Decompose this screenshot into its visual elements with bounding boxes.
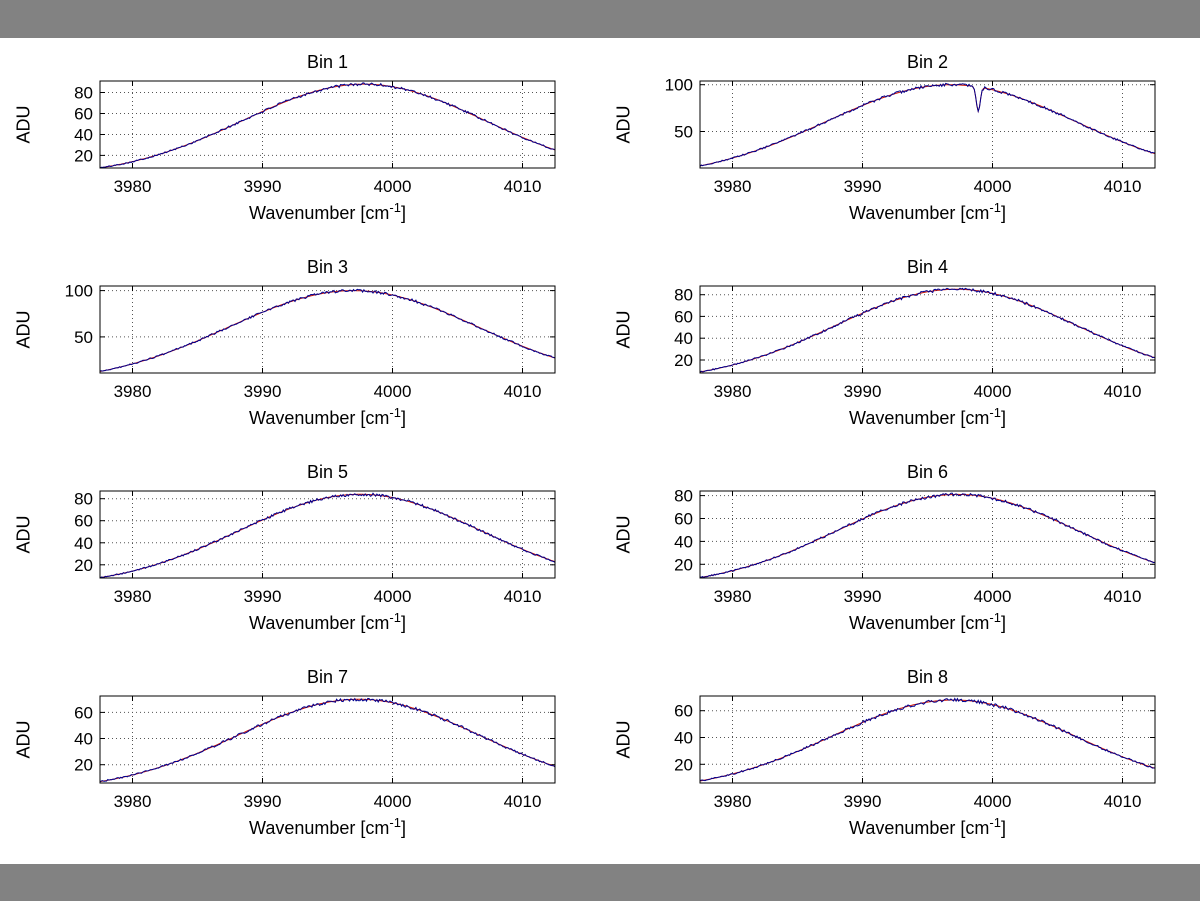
svg-text:3980: 3980 <box>114 792 152 811</box>
svg-text:20: 20 <box>74 146 93 165</box>
svg-text:50: 50 <box>674 123 693 142</box>
svg-text:3990: 3990 <box>244 792 282 811</box>
svg-text:60: 60 <box>674 510 693 529</box>
svg-text:50: 50 <box>74 328 93 347</box>
subplot-bin-1: Bin 1 ADU 3980 3990 4000 4010 20 40 60 80 Waven… <box>0 44 600 249</box>
svg-text:60: 60 <box>74 105 93 124</box>
svg-text:3990: 3990 <box>244 587 282 606</box>
plot-area: 3980 3990 4000 4010 20 40 60 80 <box>674 487 1156 606</box>
x-axis-label: Wavenumber [cm-1] <box>849 200 1006 223</box>
subplot-bin-4: Bin 4 ADU 3980 3990 4000 4010 20 40 60 80 Waven… <box>600 249 1200 454</box>
svg-text:40: 40 <box>74 730 93 749</box>
x-axis-label: Wavenumber [cm-1] <box>249 815 406 838</box>
svg-text:3980: 3980 <box>714 382 752 401</box>
svg-text:3980: 3980 <box>114 382 152 401</box>
svg-text:4010: 4010 <box>1104 177 1142 196</box>
svg-text:60: 60 <box>674 307 693 326</box>
svg-text:3990: 3990 <box>844 177 882 196</box>
svg-text:3980: 3980 <box>714 177 752 196</box>
svg-text:3990: 3990 <box>844 587 882 606</box>
svg-text:60: 60 <box>74 512 93 531</box>
plot-area: 3980 3990 4000 4010 20 40 60 <box>74 695 556 811</box>
subplot-grid: Bin 1 ADU 3980 3990 4000 4010 20 40 60 80 Waven… <box>0 38 1200 864</box>
svg-text:20: 20 <box>74 756 93 775</box>
subplot-title: Bin 4 <box>906 257 949 277</box>
svg-text:60: 60 <box>74 703 93 722</box>
x-axis-label: Wavenumber [cm-1] <box>249 200 406 223</box>
svg-text:40: 40 <box>674 729 693 748</box>
svg-text:80: 80 <box>674 487 693 506</box>
svg-text:4010: 4010 <box>504 177 542 196</box>
subplot-title: Bin 1 <box>306 52 349 72</box>
svg-text:4000: 4000 <box>974 587 1012 606</box>
plot-area: 3980 3990 4000 4010 50 100 <box>65 282 556 401</box>
svg-text:4000: 4000 <box>974 177 1012 196</box>
svg-text:80: 80 <box>74 84 93 103</box>
svg-text:3990: 3990 <box>244 382 282 401</box>
plot-area: 3980 3990 4000 4010 20 40 60 80 <box>674 285 1156 401</box>
subplot-title: Bin 5 <box>306 462 349 482</box>
svg-text:80: 80 <box>74 490 93 509</box>
svg-text:4010: 4010 <box>504 587 542 606</box>
plot-area: 3980 3990 4000 4010 50 100 <box>665 76 1156 196</box>
window-chrome-top <box>0 0 1200 38</box>
figure: Bin 1 ADU 3980 3990 4000 4010 20 40 60 80 Waven… <box>0 38 1200 864</box>
window-chrome-bottom <box>0 864 1200 901</box>
plot-area: 3980 3990 4000 4010 20 40 60 80 <box>74 490 556 606</box>
svg-text:20: 20 <box>74 556 93 575</box>
svg-text:4010: 4010 <box>504 792 542 811</box>
svg-text:4000: 4000 <box>974 382 1012 401</box>
svg-text:4010: 4010 <box>1104 382 1142 401</box>
svg-text:3980: 3980 <box>114 587 152 606</box>
svg-text:20: 20 <box>674 351 693 370</box>
svg-text:40: 40 <box>74 126 93 145</box>
svg-text:3980: 3980 <box>714 587 752 606</box>
subplot-bin-8: Bin 8 ADU 3980 3990 4000 4010 20 40 60 Wavenum… <box>600 659 1200 864</box>
svg-text:40: 40 <box>674 329 693 348</box>
svg-text:4000: 4000 <box>374 792 412 811</box>
svg-text:60: 60 <box>674 702 693 721</box>
subplot-title: Bin 7 <box>306 667 349 687</box>
svg-text:3990: 3990 <box>844 382 882 401</box>
x-axis-label: Wavenumber [cm-1] <box>249 405 406 428</box>
svg-text:4010: 4010 <box>1104 792 1142 811</box>
subplot-bin-2: Bin 2 ADU 3980 3990 4000 4010 50 100 Wavenumb… <box>600 44 1200 249</box>
svg-text:3980: 3980 <box>714 792 752 811</box>
svg-text:3980: 3980 <box>114 177 152 196</box>
x-axis-label: Wavenumber [cm-1] <box>849 815 1006 838</box>
svg-text:3990: 3990 <box>244 177 282 196</box>
subplot-title: Bin 3 <box>306 257 349 277</box>
svg-text:80: 80 <box>674 286 693 305</box>
svg-text:4000: 4000 <box>974 792 1012 811</box>
subplot-title: Bin 2 <box>906 52 949 72</box>
subplot-title: Bin 8 <box>906 667 949 687</box>
svg-text:100: 100 <box>665 76 693 95</box>
plot-area: 3980 3990 4000 4010 20 40 60 <box>674 695 1156 811</box>
subplot-bin-3: Bin 3 ADU 3980 3990 4000 4010 50 100 Wavenumb… <box>0 249 600 454</box>
svg-text:20: 20 <box>674 755 693 774</box>
svg-text:4010: 4010 <box>1104 587 1142 606</box>
x-axis-label: Wavenumber [cm-1] <box>249 610 406 633</box>
svg-text:3990: 3990 <box>844 792 882 811</box>
subplot-bin-6: Bin 6 ADU 3980 3990 4000 4010 20 40 60 80 Waven… <box>600 454 1200 659</box>
x-axis-label: Wavenumber [cm-1] <box>849 610 1006 633</box>
subplot-bin-5: Bin 5 ADU 3980 3990 4000 4010 20 40 60 80 Waven… <box>0 454 600 659</box>
svg-text:40: 40 <box>74 534 93 553</box>
subplot-title: Bin 6 <box>906 462 949 482</box>
svg-text:4000: 4000 <box>374 177 412 196</box>
svg-text:40: 40 <box>674 532 693 551</box>
svg-text:4000: 4000 <box>374 382 412 401</box>
svg-text:20: 20 <box>674 555 693 574</box>
svg-text:4000: 4000 <box>374 587 412 606</box>
x-axis-label: Wavenumber [cm-1] <box>849 405 1006 428</box>
svg-text:100: 100 <box>65 282 93 301</box>
svg-text:4010: 4010 <box>504 382 542 401</box>
subplot-bin-7: Bin 7 ADU 3980 3990 4000 4010 20 40 60 Wavenum… <box>0 659 600 864</box>
